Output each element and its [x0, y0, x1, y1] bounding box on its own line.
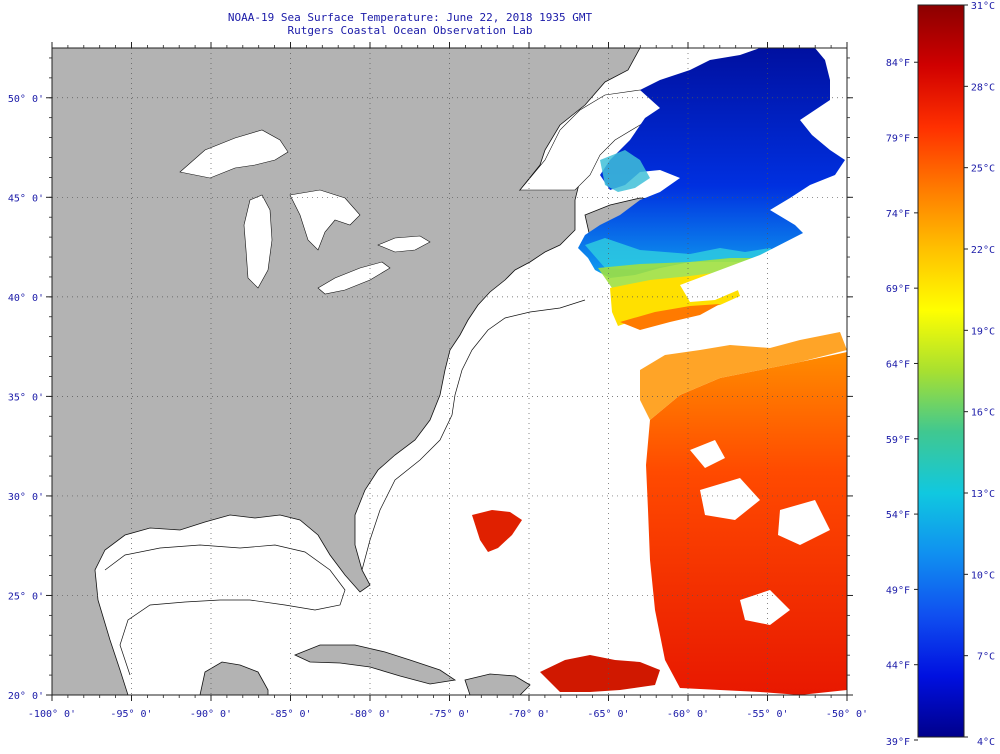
- map-title: NOAA-19 Sea Surface Temperature: June 22…: [227, 11, 593, 24]
- cloud-hole-3: [740, 590, 790, 625]
- cloud-hole-4: [690, 440, 725, 468]
- sst-scattered-orange: [640, 332, 847, 420]
- colorbar-fahrenheit-label: 84°F: [886, 58, 910, 69]
- colorbar-fahrenheit-labels: 84°F 79°F 74°F 69°F 64°F 59°F 54°F 49°F 44°F 39°F: [886, 58, 918, 748]
- lake-erie: [317, 261, 391, 295]
- lon-tick-label: -75° 0': [428, 709, 470, 720]
- colorbar-celsius-label: 4°C: [977, 737, 995, 748]
- cloud-hole-1: [700, 478, 760, 520]
- sst-warm-patch-south: [540, 655, 660, 692]
- clear-white-gap: [680, 232, 820, 302]
- latitude-axis: 50° 0' 45° 0' 40° 0' 35° 0' 30° 0' 25° 0' 20° …: [8, 94, 44, 702]
- colorbar-fahrenheit-label: 39°F: [886, 737, 910, 748]
- colorbar-celsius-label: 13°C: [971, 489, 995, 500]
- sst-cyan-band: [600, 150, 650, 192]
- lon-tick-label: -70° 0': [508, 709, 550, 720]
- colorbar-fahrenheit-label: 59°F: [886, 435, 910, 446]
- lake-huron: [289, 189, 361, 251]
- colorbar-celsius-label: 31°C: [971, 1, 995, 12]
- colorbar-celsius-label: 7°C: [977, 652, 995, 663]
- colorbar-celsius-label: 25°C: [971, 164, 995, 175]
- lon-tick-label: -95° 0': [110, 709, 152, 720]
- lon-tick-label: -100° 0': [28, 709, 76, 720]
- lake-michigan: [243, 194, 273, 289]
- colorbar-celsius-label: 16°C: [971, 408, 995, 419]
- colorbar-celsius-label: 28°C: [971, 82, 995, 93]
- lon-tick-label: -55° 0': [746, 709, 788, 720]
- sst-warm-region: [646, 352, 847, 695]
- lat-tick-label: 45° 0': [8, 193, 44, 204]
- colorbar: [917, 4, 965, 738]
- yucatan-land: [199, 661, 269, 695]
- colorbar-celsius-label: 19°C: [971, 326, 995, 337]
- sst-warm-patch-west: [472, 510, 522, 552]
- colorbar-fahrenheit-label: 49°F: [886, 585, 910, 596]
- lon-tick-label: -80° 0': [349, 709, 391, 720]
- lon-tick-label: -90° 0': [190, 709, 232, 720]
- colorbar-fahrenheit-label: 64°F: [886, 359, 910, 370]
- lat-tick-label: 35° 0': [8, 392, 44, 403]
- cuba-land: [293, 644, 457, 685]
- colorbar-fahrenheit-label: 54°F: [886, 510, 910, 521]
- colorbar-fahrenheit-label: 44°F: [886, 661, 910, 672]
- lat-tick-label: 50° 0': [8, 94, 44, 105]
- lon-tick-label: -60° 0': [667, 709, 709, 720]
- map-subtitle: Rutgers Coastal Ocean Observation Lab: [287, 24, 533, 37]
- sst-cold-region: [578, 48, 845, 278]
- axis-ticks: [46, 42, 853, 701]
- lon-tick-label: -85° 0': [269, 709, 311, 720]
- shelf-contour-atlantic: [361, 299, 586, 571]
- cloud-hole-2: [778, 500, 830, 545]
- lon-tick-label: -50° 0': [826, 709, 868, 720]
- shelf-contour-gulf: [104, 544, 346, 676]
- lat-tick-label: 40° 0': [8, 293, 44, 304]
- longitude-axis: -100° 0' -95° 0' -90° 0' -85° 0' -80° 0' -75°…: [28, 709, 868, 720]
- lake-superior: [179, 129, 289, 179]
- colorbar-fahrenheit-label: 69°F: [886, 284, 910, 295]
- lat-tick-label: 25° 0': [8, 591, 44, 602]
- lon-tick-label: -65° 0': [587, 709, 629, 720]
- sst-green-band: [598, 258, 770, 288]
- colorbar-celsius-label: 22°C: [971, 245, 995, 256]
- colorbar-celsius-label: 10°C: [971, 570, 995, 581]
- colorbar-fahrenheit-label: 79°F: [886, 134, 910, 145]
- sst-orange-band: [620, 304, 720, 330]
- colorbar-fahrenheit-label: 74°F: [886, 209, 910, 220]
- lake-ontario: [377, 235, 431, 253]
- lat-tick-label: 20° 0': [8, 691, 44, 702]
- hispaniola-land: [464, 673, 531, 695]
- colorbar-celsius-labels: 31°C 28°C 25°C 22°C 19°C 16°C 13°C 10°C 7°C 4°C: [964, 1, 995, 748]
- lat-tick-label: 30° 0': [8, 492, 44, 503]
